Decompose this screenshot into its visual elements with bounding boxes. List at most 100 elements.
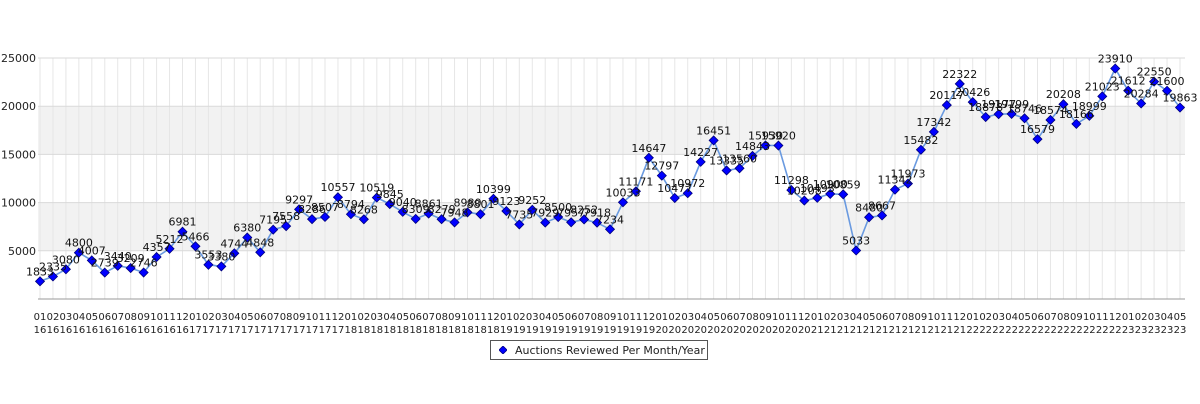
- data-point[interactable]: [838, 189, 849, 200]
- data-point[interactable]: [371, 192, 382, 203]
- data-point[interactable]: [99, 267, 110, 278]
- data-point[interactable]: [319, 211, 331, 223]
- data-point[interactable]: [203, 259, 214, 270]
- data-point[interactable]: [941, 100, 952, 111]
- data-point[interactable]: [177, 226, 188, 237]
- data-point[interactable]: [268, 224, 279, 235]
- data-point[interactable]: [73, 247, 84, 258]
- data-point[interactable]: [1174, 102, 1186, 113]
- data-point[interactable]: [980, 111, 991, 123]
- data-point[interactable]: [138, 267, 149, 278]
- data-point[interactable]: [1058, 99, 1069, 110]
- data-point[interactable]: [294, 204, 305, 215]
- data-label: 4007: [78, 244, 106, 257]
- data-point[interactable]: [281, 221, 292, 232]
- data-point[interactable]: [436, 214, 447, 225]
- data-point[interactable]: [462, 207, 473, 218]
- data-label: 16451: [696, 124, 731, 137]
- data-point[interactable]: [1123, 85, 1134, 96]
- data-point[interactable]: [851, 245, 862, 256]
- data-point[interactable]: [954, 78, 965, 89]
- data-point[interactable]: [449, 217, 460, 228]
- x-tick-label-year: 21: [953, 325, 966, 336]
- data-point[interactable]: [566, 217, 577, 228]
- data-point[interactable]: [1045, 114, 1056, 126]
- data-point[interactable]: [229, 248, 240, 259]
- data-point[interactable]: [397, 206, 408, 217]
- data-point[interactable]: [902, 178, 914, 189]
- data-point[interactable]: [488, 193, 499, 204]
- x-tick-label-month: 05: [552, 312, 565, 323]
- data-label: 4800: [65, 237, 93, 250]
- data-point[interactable]: [695, 156, 706, 167]
- data-point[interactable]: [591, 217, 603, 228]
- data-point[interactable]: [708, 135, 719, 146]
- data-point[interactable]: [306, 214, 318, 225]
- data-point[interactable]: [332, 192, 344, 203]
- data-point[interactable]: [60, 264, 71, 275]
- data-point[interactable]: [1006, 108, 1017, 119]
- data-point[interactable]: [812, 192, 823, 203]
- data-point[interactable]: [747, 150, 758, 161]
- data-point[interactable]: [760, 140, 771, 151]
- x-tick-label-year: 19: [578, 325, 591, 336]
- data-point[interactable]: [1032, 134, 1043, 145]
- data-point[interactable]: [669, 192, 680, 204]
- data-point[interactable]: [630, 186, 641, 197]
- data-point[interactable]: [799, 195, 810, 206]
- data-point[interactable]: [1161, 85, 1173, 96]
- data-point[interactable]: [86, 255, 97, 266]
- data-point[interactable]: [527, 204, 538, 215]
- data-point[interactable]: [423, 208, 434, 219]
- data-point[interactable]: [410, 213, 421, 224]
- data-point[interactable]: [164, 243, 175, 254]
- data-point[interactable]: [242, 232, 253, 243]
- data-point[interactable]: [358, 214, 369, 225]
- data-point[interactable]: [501, 205, 512, 217]
- data-point[interactable]: [47, 271, 59, 282]
- data-point[interactable]: [928, 126, 939, 137]
- data-point[interactable]: [786, 185, 797, 196]
- data-point[interactable]: [864, 212, 875, 223]
- data-point[interactable]: [151, 251, 162, 263]
- data-point[interactable]: [540, 217, 551, 228]
- data-point[interactable]: [876, 210, 888, 221]
- data-point[interactable]: [993, 109, 1004, 120]
- data-point[interactable]: [579, 214, 590, 225]
- data-point[interactable]: [1110, 63, 1121, 74]
- data-point[interactable]: [1149, 76, 1160, 87]
- data-point[interactable]: [255, 247, 266, 258]
- data-point[interactable]: [1084, 110, 1095, 121]
- x-tick-label-month: 01: [189, 312, 202, 323]
- data-point[interactable]: [721, 165, 732, 176]
- data-point[interactable]: [1071, 118, 1082, 129]
- data-point[interactable]: [656, 170, 667, 181]
- data-point[interactable]: [889, 184, 901, 195]
- data-point[interactable]: [34, 276, 46, 287]
- data-point[interactable]: [553, 211, 564, 223]
- data-point[interactable]: [967, 97, 978, 108]
- x-tick-label-year: 16: [163, 325, 176, 336]
- data-label: 11973: [890, 168, 925, 181]
- data-point[interactable]: [604, 224, 616, 235]
- data-point[interactable]: [190, 241, 201, 252]
- x-tick-label-year: 20: [798, 325, 811, 336]
- data-point[interactable]: [1019, 113, 1030, 124]
- data-point[interactable]: [773, 140, 784, 151]
- data-point[interactable]: [384, 199, 395, 210]
- data-point[interactable]: [734, 163, 745, 174]
- data-point[interactable]: [514, 219, 525, 230]
- data-point[interactable]: [345, 209, 356, 220]
- data-point[interactable]: [125, 262, 136, 274]
- x-tick-label-year: 19: [513, 325, 526, 336]
- data-point[interactable]: [643, 152, 654, 163]
- data-point[interactable]: [1136, 98, 1147, 109]
- data-point[interactable]: [475, 209, 486, 220]
- data-point[interactable]: [825, 188, 836, 199]
- data-point[interactable]: [112, 260, 123, 271]
- data-point[interactable]: [1097, 91, 1108, 102]
- data-point[interactable]: [682, 188, 693, 199]
- data-point[interactable]: [617, 197, 629, 208]
- data-point[interactable]: [915, 144, 926, 155]
- data-point[interactable]: [216, 261, 227, 272]
